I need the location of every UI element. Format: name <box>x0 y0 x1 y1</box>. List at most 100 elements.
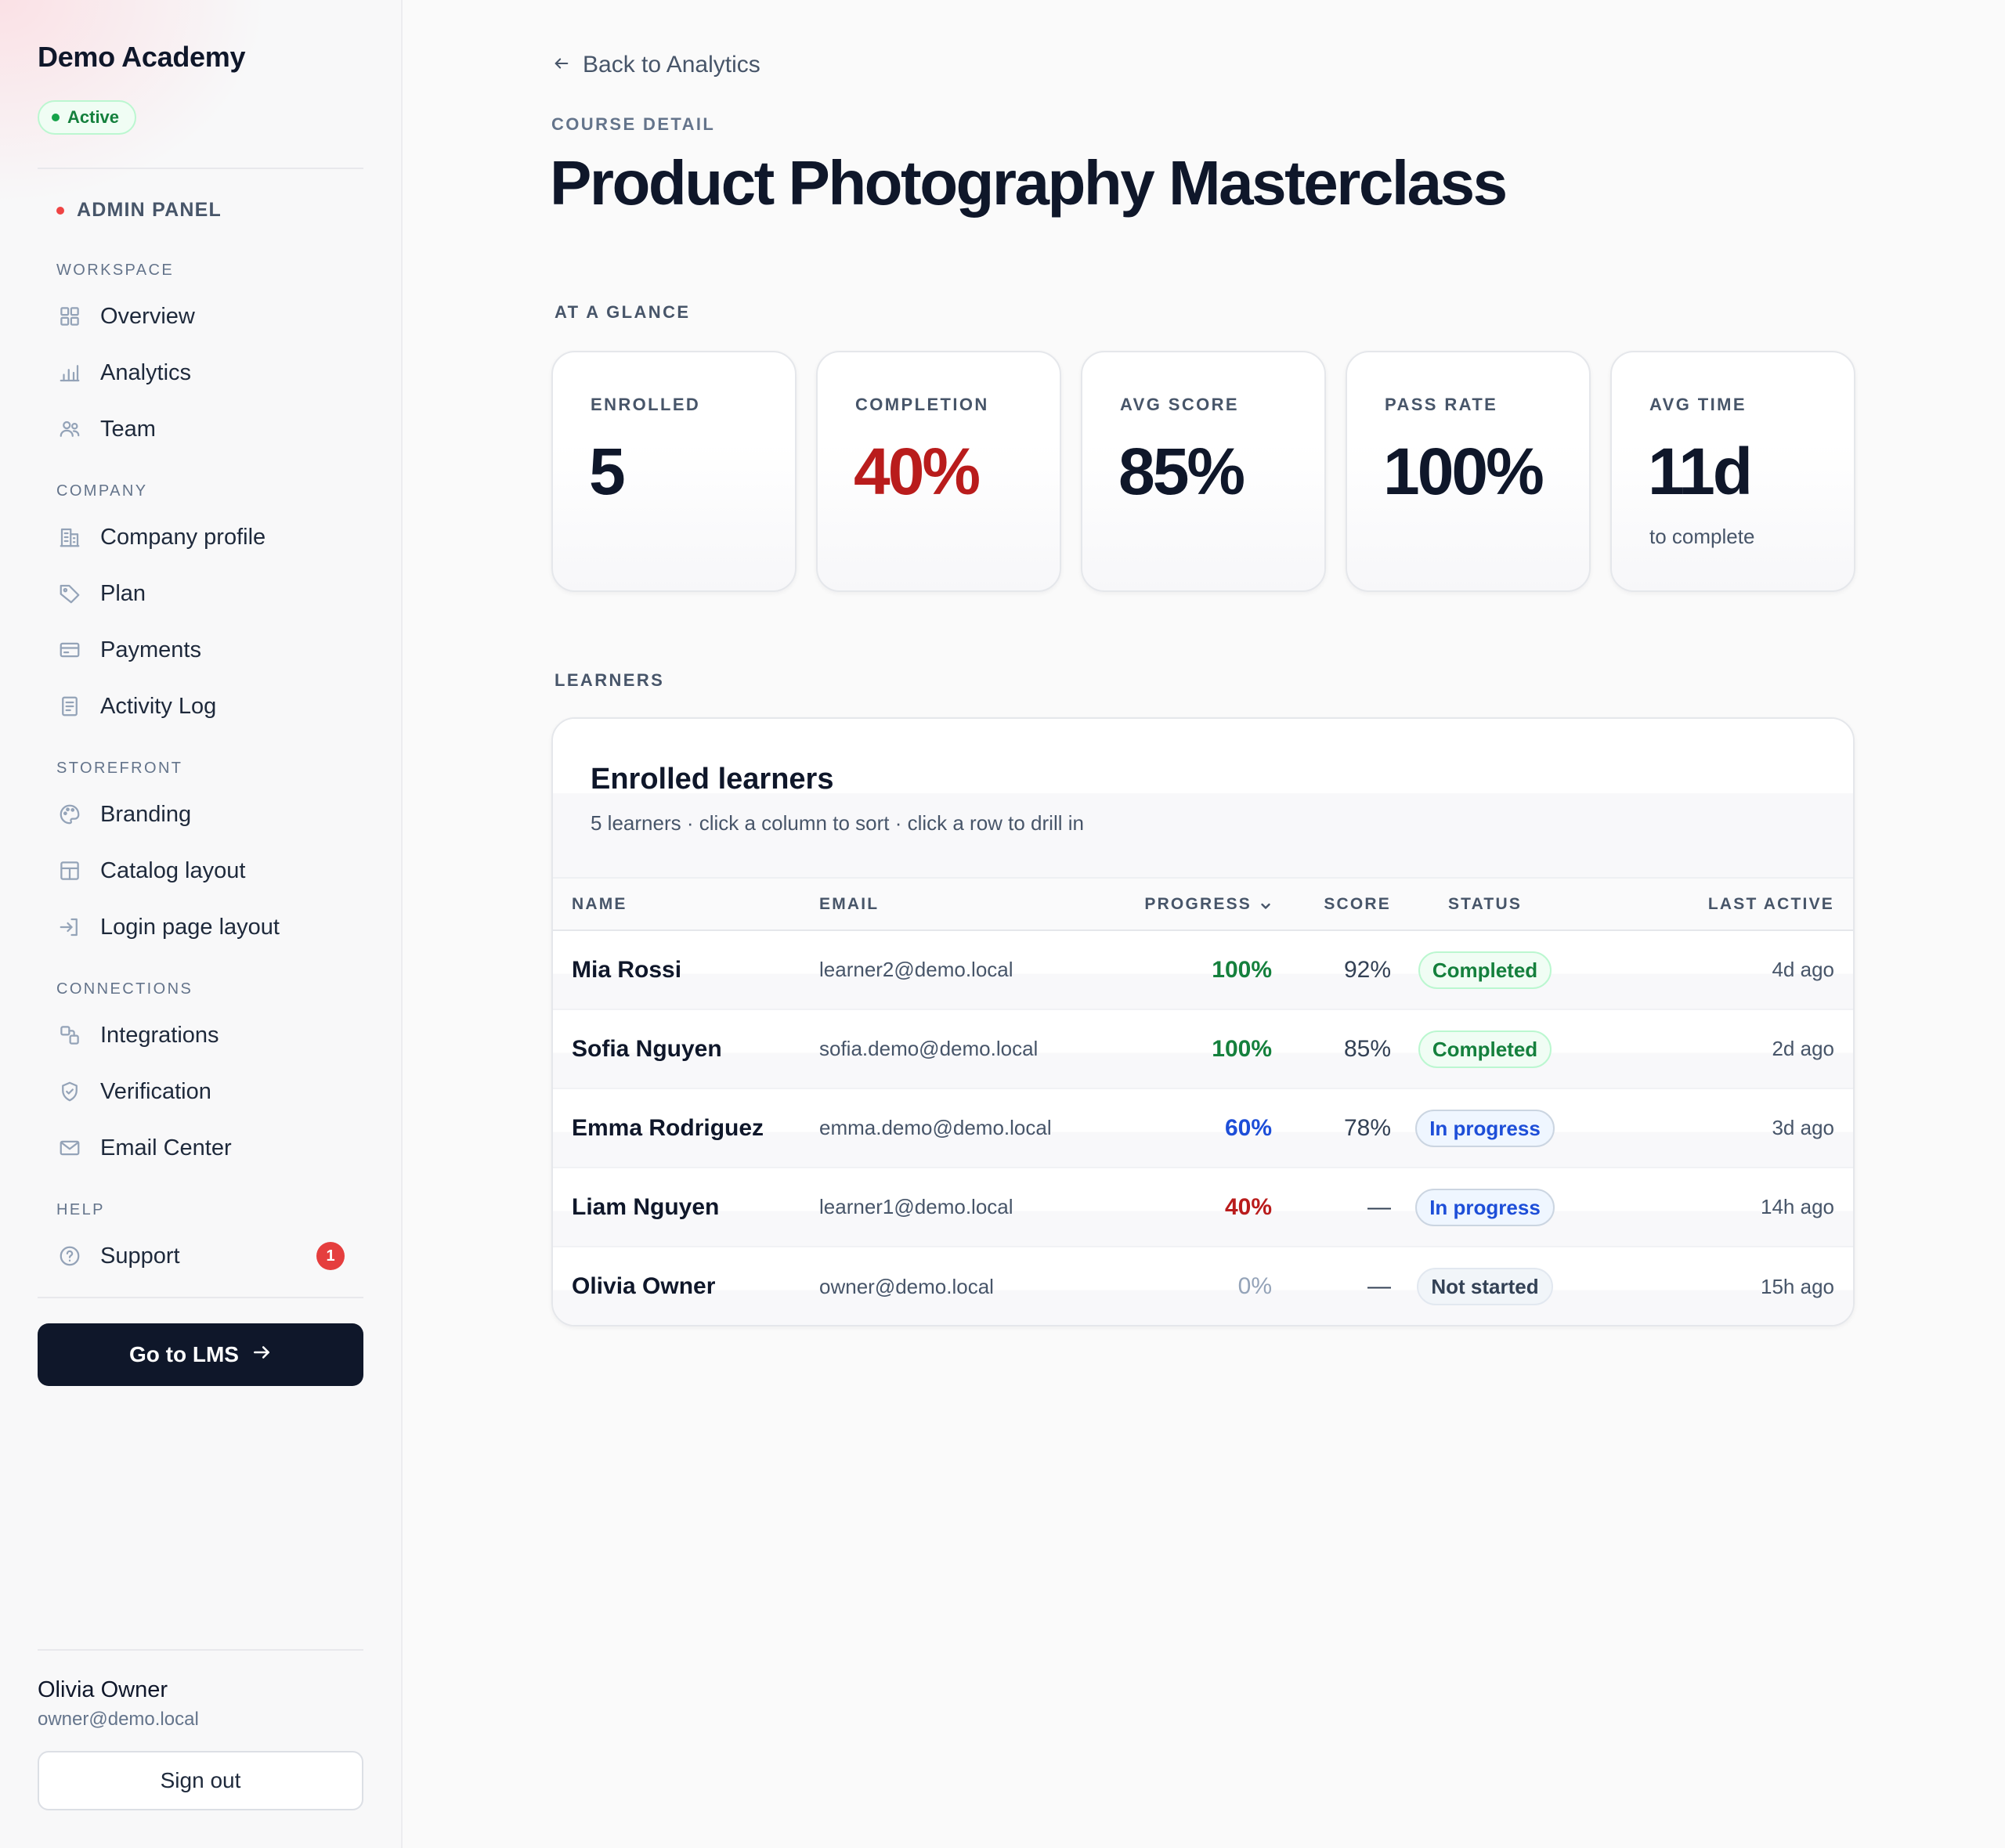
stat-card-completion: COMPLETION 40% <box>816 351 1061 592</box>
stat-value: 11d <box>1648 435 1753 508</box>
login-icon <box>56 914 83 940</box>
status-badge: Not started <box>1417 1268 1553 1305</box>
learner-email: emma.demo@demo.local <box>819 1088 1133 1168</box>
sidebar-item-company-profile[interactable]: Company profile <box>56 515 354 559</box>
back-link[interactable]: Back to Analytics <box>553 52 760 78</box>
section-workspace: WORKSPACE <box>56 262 175 279</box>
column-header-label: STATUS <box>1447 894 1523 913</box>
sidebar-item-integrations[interactable]: Integrations <box>56 1013 354 1057</box>
status-badge: Completed <box>1418 951 1552 989</box>
sidebar-item-label: Payments <box>100 637 201 662</box>
column-header-score[interactable]: SCORE <box>1272 879 1391 931</box>
table-row[interactable]: Liam Nguyen learner1@demo.local 40% — In… <box>553 1168 1853 1247</box>
table-row[interactable]: Olivia Owner owner@demo.local 0% — Not s… <box>553 1247 1853 1325</box>
sidebar-item-email-center[interactable]: Email Center <box>56 1126 354 1170</box>
sidebar-item-plan[interactable]: Plan <box>56 572 354 615</box>
divider <box>38 168 363 169</box>
stat-label: PASS RATE <box>1385 395 1498 414</box>
column-header-label: SCORE <box>1324 894 1391 913</box>
section-storefront: STOREFRONT <box>56 760 183 777</box>
credit-card-icon <box>56 637 83 663</box>
learner-last-active: 3d ago <box>1579 1088 1853 1168</box>
learner-name: Liam Nguyen <box>553 1168 819 1247</box>
sidebar-item-analytics[interactable]: Analytics <box>56 351 354 395</box>
stat-cards: ENROLLED 5 COMPLETION 40% AVG SCORE 85% … <box>551 351 1855 592</box>
learner-name: Emma Rodriguez <box>553 1088 819 1168</box>
table-row[interactable]: Emma Rodriguez emma.demo@demo.local 60% … <box>553 1088 1853 1168</box>
sidebar-item-payments[interactable]: Payments <box>56 628 354 672</box>
section-label-at-a-glance: AT A GLANCE <box>555 302 691 322</box>
stat-value: 100% <box>1383 435 1544 508</box>
learner-name: Sofia Nguyen <box>553 1009 819 1089</box>
column-header-label: EMAIL <box>819 894 880 913</box>
sidebar-item-label: Verification <box>100 1078 211 1104</box>
column-header-label: NAME <box>572 894 627 913</box>
learner-last-active: 4d ago <box>1579 930 1853 1010</box>
section-label-learners: LEARNERS <box>555 670 665 690</box>
divider <box>38 1297 363 1298</box>
learner-progress: 100% <box>1133 930 1272 1010</box>
column-header-last-active[interactable]: LAST ACTIVE <box>1579 879 1853 931</box>
learner-name: Olivia Owner <box>572 1273 716 1299</box>
sidebar-item-activity-log[interactable]: Activity Log <box>56 684 354 728</box>
sidebar-item-label: Overview <box>100 303 195 329</box>
sidebar-item-support[interactable]: Support 1 <box>56 1234 354 1278</box>
sidebar-item-label: Plan <box>100 580 146 606</box>
arrow-right-icon <box>251 1342 272 1368</box>
table-row[interactable]: Mia Rossi learner2@demo.local 100% 92% C… <box>553 930 1853 1010</box>
sidebar-item-login-page-layout[interactable]: Login page layout <box>56 905 354 949</box>
learner-status-cell: Completed <box>1391 1009 1579 1089</box>
column-header-name[interactable]: NAME <box>553 879 819 931</box>
chevron-down-icon <box>1259 898 1272 911</box>
table-header: Enrolled learners 5 learners · click a c… <box>553 719 1853 879</box>
users-icon <box>56 416 83 442</box>
learner-status-cell: Completed <box>1391 930 1579 1010</box>
sidebar-item-verification[interactable]: Verification <box>56 1070 354 1113</box>
sidebar-item-label: Team <box>100 416 156 442</box>
stat-card-avg-score: AVG SCORE 85% <box>1081 351 1326 592</box>
stat-value: 85% <box>1118 435 1245 508</box>
admin-panel-label: ADMIN PANEL <box>56 199 222 222</box>
help-circle-icon <box>56 1243 83 1269</box>
section-connections: CONNECTIONS <box>56 980 193 998</box>
stat-card-pass-rate: PASS RATE 100% <box>1346 351 1591 592</box>
sidebar: Demo Academy Active ADMIN PANEL WORKSPAC… <box>0 0 403 1848</box>
sidebar-item-label: Integrations <box>100 1022 219 1048</box>
sidebar-item-label: Login page layout <box>100 914 280 940</box>
sidebar-item-catalog-layout[interactable]: Catalog layout <box>56 849 354 893</box>
learner-status-cell: In progress <box>1391 1088 1579 1168</box>
table-header-row: NAME EMAIL PROGRESS SCORE STATUS LAST AC… <box>553 879 1853 931</box>
learner-progress: 60% <box>1133 1088 1272 1168</box>
table-row[interactable]: Sofia Nguyen sofia.demo@demo.local 100% … <box>553 1009 1853 1089</box>
document-icon <box>56 693 83 720</box>
admin-panel-text: ADMIN PANEL <box>77 199 222 221</box>
stat-label: ENROLLED <box>591 395 701 414</box>
go-to-lms-button[interactable]: Go to LMS <box>38 1323 363 1386</box>
status-badge: In progress <box>1415 1109 1555 1147</box>
page-eyebrow: COURSE DETAIL <box>551 114 716 134</box>
learner-status-cell: In progress <box>1391 1168 1579 1247</box>
stat-label: AVG SCORE <box>1120 395 1239 414</box>
column-header-email[interactable]: EMAIL <box>819 879 1133 931</box>
column-header-status[interactable]: STATUS <box>1391 879 1579 931</box>
learner-score: 92% <box>1272 930 1391 1010</box>
learners-table-card: Enrolled learners 5 learners · click a c… <box>551 717 1855 1326</box>
page-title: Product Photography Masterclass <box>550 148 1508 218</box>
sign-out-button[interactable]: Sign out <box>38 1751 363 1810</box>
learner-last-active: 15h ago <box>1761 1274 1834 1298</box>
learners-table: NAME EMAIL PROGRESS SCORE STATUS LAST AC… <box>553 879 1853 1325</box>
stat-card-enrolled: ENROLLED 5 <box>551 351 797 592</box>
sidebar-item-branding[interactable]: Branding <box>56 792 354 836</box>
back-link-label: Back to Analytics <box>583 52 760 78</box>
shield-check-icon <box>56 1078 83 1105</box>
sidebar-item-overview[interactable]: Overview <box>56 294 354 338</box>
sidebar-item-team[interactable]: Team <box>56 407 354 451</box>
sidebar-item-label: Catalog layout <box>100 857 246 883</box>
sidebar-item-label: Email Center <box>100 1135 232 1160</box>
learner-progress: 100% <box>1133 1009 1272 1089</box>
grid-icon <box>56 303 83 330</box>
column-header-progress[interactable]: PROGRESS <box>1133 879 1272 931</box>
learner-score: — <box>1367 1273 1391 1299</box>
bar-chart-icon <box>56 359 83 386</box>
integrations-icon <box>56 1022 83 1049</box>
